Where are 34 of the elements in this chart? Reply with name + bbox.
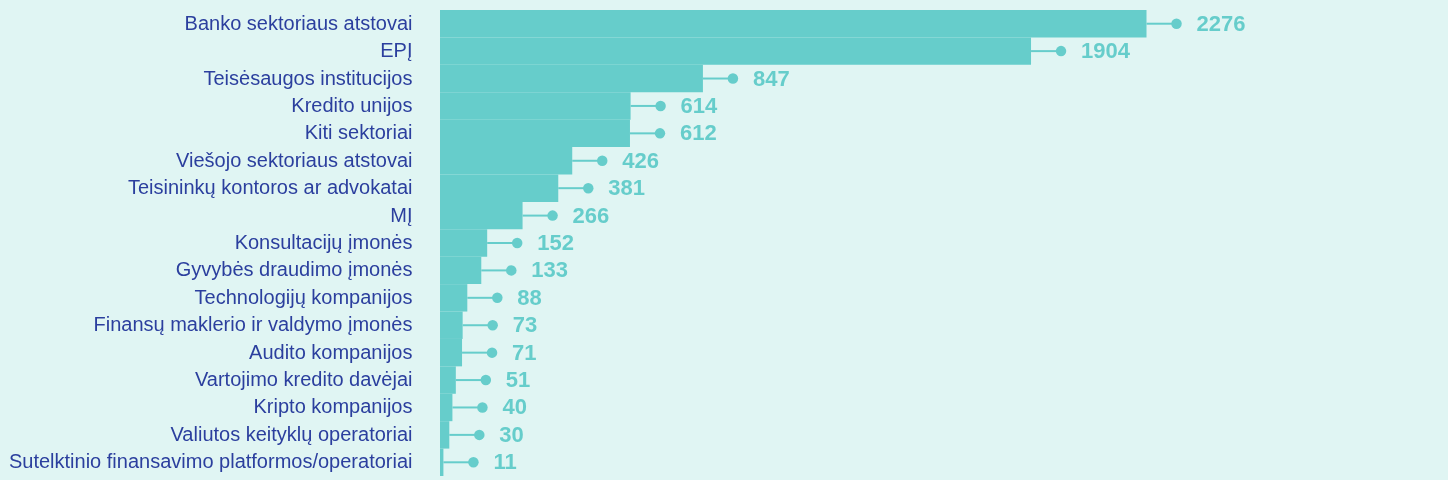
y-tick-label: Viešojo sektoriaus atstovai <box>176 148 413 171</box>
y-tick-label: Gyvybės draudimo įmonės <box>175 258 413 281</box>
y-tick-label: Valiutos keityklų operatoriai <box>170 422 413 445</box>
y-tick-label: Sutelktinio finansavimo platformos/operatoriai <box>8 450 413 473</box>
data-label: 152 <box>537 230 574 255</box>
data-label: 71 <box>512 339 537 365</box>
data-label: 51 <box>505 367 531 393</box>
y-tick-label: Kiti sektoriai <box>304 121 413 144</box>
y-tick-label: Finansų maklerio ir valdymo įmonės <box>93 313 413 336</box>
y-tick-label: Audito kompanijos <box>249 340 413 363</box>
y-tick-label: EPĮ <box>380 39 413 62</box>
data-label: 2276 <box>1196 10 1246 36</box>
y-tick-label: Teisėsaugos institucijos <box>203 66 413 89</box>
data-label: 266 <box>572 202 610 228</box>
y-tick-label: Banko sektoriaus atstovai <box>184 11 413 34</box>
data-label: 40 <box>502 394 527 420</box>
data-label: 133 <box>531 257 568 283</box>
data-label: 30 <box>499 421 524 447</box>
data-label: 88 <box>517 284 542 310</box>
y-tick-label: Kripto kompanijos <box>253 395 413 418</box>
y-tick-label: Technologijų kompanijos <box>194 285 413 308</box>
data-label: 381 <box>608 175 645 201</box>
data-label: 612 <box>679 120 717 146</box>
y-tick-label: Kredito unijos <box>291 93 413 116</box>
y-tick-label: MĮ <box>390 203 413 226</box>
y-tick-label: Vartojimo kredito davėjai <box>194 368 413 391</box>
data-label: 614 <box>680 92 719 118</box>
data-label: 847 <box>752 65 790 91</box>
y-tick-label: Konsultacijų įmonės <box>234 231 413 253</box>
data-label: 426 <box>622 147 659 173</box>
data-label: 11 <box>493 449 517 475</box>
data-label: 73 <box>512 312 538 338</box>
y-tick-label: Teisininkų kontoros ar advokatai <box>127 176 413 199</box>
data-label: 1904 <box>1081 38 1131 64</box>
